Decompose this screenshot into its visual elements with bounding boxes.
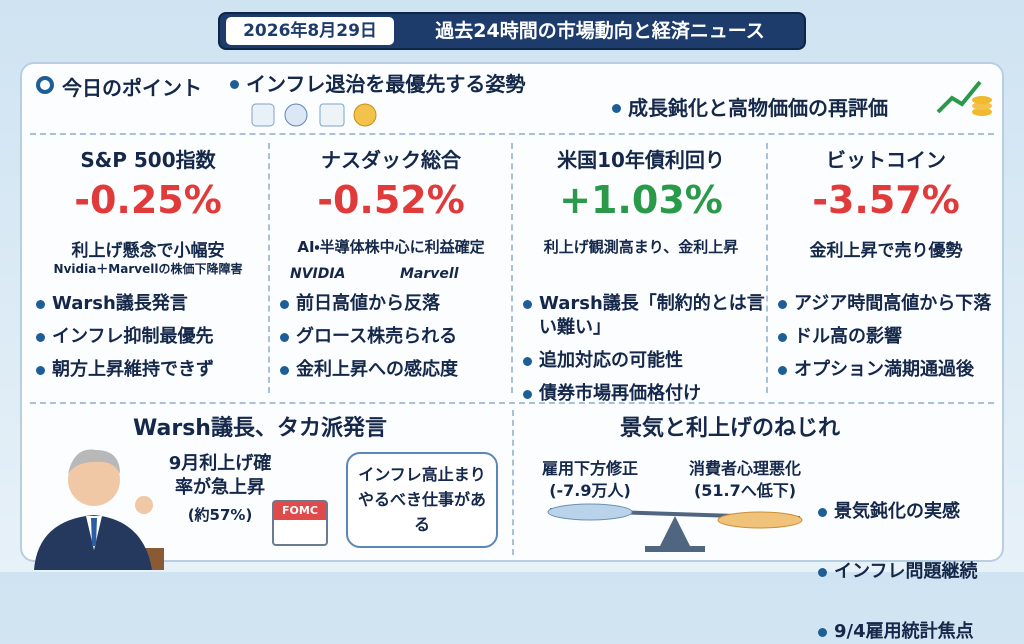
economy-title: 景気と利上げのねじれ [619, 416, 840, 441]
warsh-title: Warsh議長、タカ派発言 [133, 416, 387, 441]
right-value: (51.7へ低下) [693, 481, 797, 500]
point-item: インフレ退治を最優先する姿勢 [228, 72, 1024, 96]
left-value: (-7.9万人) [549, 481, 631, 500]
fomc-calendar: FOMC [272, 500, 328, 546]
subline: Nvidia＋Marvellの株価下降障害 [53, 262, 243, 276]
separator [268, 143, 270, 393]
market-change: -0.25% [74, 178, 222, 222]
bullet-list: アジア時間高値から下落 ドル高の影響 オプション満期通過後 [776, 292, 1000, 382]
bullet: 前日高値から反落 [278, 292, 508, 316]
market-name: 米国10年債利回り [557, 148, 725, 172]
bullet: 金利上昇への感応度 [278, 358, 508, 382]
market-change: -0.52% [317, 178, 465, 222]
balance-scale [547, 503, 803, 552]
logo: Marvell [400, 266, 459, 282]
bullet: 朝方上昇維持できず [34, 358, 266, 382]
logo: NVIDIA [290, 266, 346, 282]
headline: 金利上昇で売り優勢 [809, 241, 963, 261]
bullet: ドル高の影響 [776, 325, 1000, 349]
header-title: 過去24時間の市場動向と経済ニュース [435, 20, 765, 42]
growth-icon [936, 80, 992, 116]
market-name: ビットコイン [826, 148, 946, 172]
bullet: グロース株売られる [278, 325, 508, 349]
headline: 利上げ懸念で小幅安 [71, 241, 225, 261]
left-label: 雇用下方修正 [541, 459, 638, 478]
bullet: 追加対応の可能性 [521, 349, 765, 373]
separator [511, 143, 513, 393]
separator [512, 410, 514, 555]
quote-bubble: インフレ高止まりやるべき仕事がある [346, 452, 498, 548]
probability: (約57%) [187, 506, 253, 524]
point-item: 成長鈍化と高物価価の再評価 [610, 96, 1024, 120]
separator [766, 143, 768, 393]
callout: 9月利上げ確率が急上昇 [168, 453, 272, 498]
market-change: +1.03% [559, 178, 723, 222]
market-name: S&P 500指数 [80, 148, 216, 172]
bullet-list: 前日高値から反落 グロース株売られる 金利上昇への感応度 [278, 292, 508, 382]
headline: AI・半導体株中心に利益確定 [297, 238, 485, 256]
market-change: -3.57% [812, 178, 960, 222]
headline: 利上げ観測高まり、金利上昇 [543, 238, 739, 256]
separator [30, 402, 994, 404]
bullet: 景気鈍化の実感 [816, 500, 996, 524]
points-label: 今日のポイント [62, 76, 202, 100]
bullet: インフレ抑制最優先 [34, 325, 266, 349]
speaker-illustration [34, 449, 164, 570]
bullet: オプション満期通過後 [776, 358, 1000, 382]
bullet: アジア時間高値から下落 [776, 292, 1000, 316]
bullet: Warsh議長「制約的とは言い難い」 [521, 292, 765, 340]
bullet: 9/4雇用統計焦点 [816, 620, 996, 644]
bullet-list: Warsh議長「制約的とは言い難い」追加対応の可能性 債券市場再価格付け [521, 292, 765, 406]
point-icon [36, 76, 54, 94]
bullet: 債券市場再価格付け [521, 382, 765, 406]
bullet-list: Warsh議長発言 インフレ抑制最優先 朝方上昇維持できず [34, 292, 266, 382]
point-icons [251, 103, 377, 127]
bullet: Warsh議長発言 [34, 292, 266, 316]
header-date: 2026年8月29日 [226, 17, 394, 45]
right-label: 消費者心理悪化 [688, 459, 801, 478]
bullet: インフレ問題継続 [816, 560, 996, 584]
separator [30, 133, 994, 135]
market-name: ナスダック総合 [321, 148, 461, 172]
